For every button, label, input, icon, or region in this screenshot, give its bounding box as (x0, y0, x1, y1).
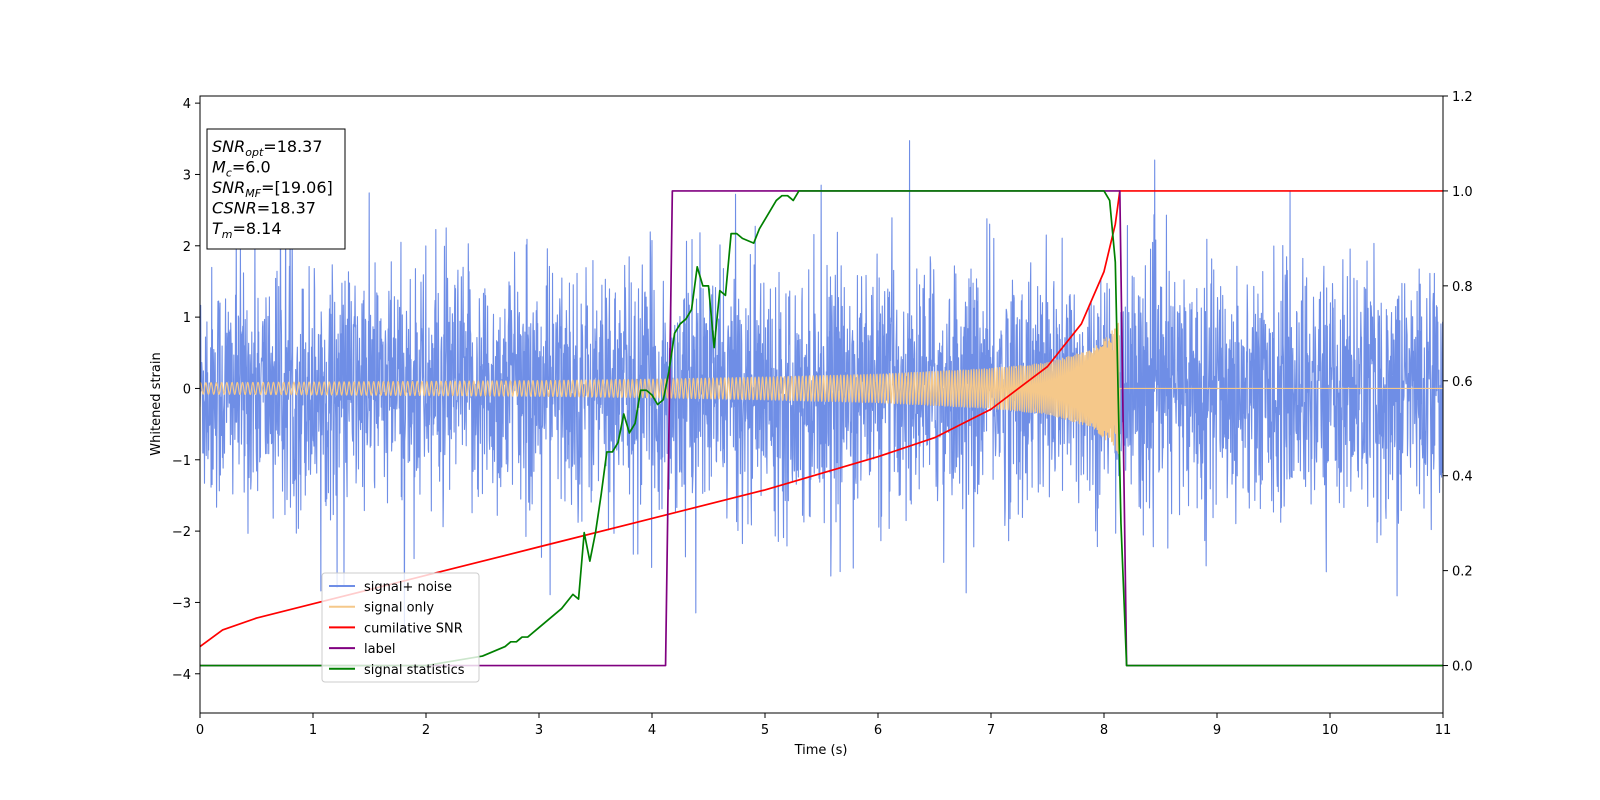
x-tick-label: 3 (535, 723, 543, 738)
legend: signal+ noise signal only cumilative SNR la… (321, 572, 480, 683)
x-tick-label: 4 (648, 723, 656, 738)
legend-frame (321, 572, 480, 683)
y2-axis-ticks: 0.0 0.2 0.4 0.6 0.8 1.0 1.2 (1443, 90, 1473, 675)
y-axis-label: Whitened strain (149, 352, 164, 455)
y-tick-label: −3 (172, 596, 191, 611)
y2-tick-label: 0.6 (1452, 375, 1473, 390)
series-line (200, 322, 1443, 456)
series-line (200, 190, 1443, 648)
y-tick-label: −1 (172, 454, 191, 469)
y-tick-label: −2 (172, 525, 191, 540)
x-tick-label: 8 (1100, 723, 1108, 738)
x-axis-ticks: 0 1 2 3 4 5 6 7 8 9 10 11 (196, 713, 1451, 738)
y2-tick-label: 0.2 (1452, 565, 1473, 580)
legend-entry: signal statistics (364, 663, 465, 678)
y-tick-label: −4 (172, 668, 191, 683)
info-box-line: SNRopt=18.37 (212, 137, 323, 159)
legend-entry: label (364, 642, 395, 657)
x-axis-label: Time (s) (794, 743, 848, 758)
x-tick-label: 2 (422, 723, 430, 738)
x-tick-label: 10 (1322, 723, 1339, 738)
y2-tick-label: 0.8 (1452, 280, 1473, 295)
legend-entry: signal only (364, 601, 434, 616)
y2-tick-label: 0.4 (1452, 470, 1473, 485)
series-line (200, 140, 1443, 633)
info-box-line: CSNR=18.37 (212, 199, 316, 218)
plot-frame (199, 95, 1444, 714)
info-box-line: SNRMF=[19.06] (212, 178, 333, 200)
y-axis-ticks: −4 −3 −2 −1 0 1 2 3 4 (172, 97, 200, 683)
y2-tick-label: 0.0 (1452, 660, 1473, 675)
y-tick-label: 2 (183, 240, 191, 255)
info-box-line: Mc=6.0 (212, 158, 271, 180)
info-box: SNRopt=18.37Mc=6.0SNRMF=[19.06]CSNR=18.3… (206, 128, 346, 250)
x-tick-label: 9 (1213, 723, 1221, 738)
legend-entry: cumilative SNR (364, 621, 463, 636)
legend-entry: signal+ noise (364, 580, 452, 595)
series-layer (200, 140, 1443, 667)
y2-tick-label: 1.0 (1452, 185, 1473, 200)
y-tick-label: 1 (183, 311, 191, 326)
series-line (200, 190, 1443, 667)
x-tick-label: 6 (874, 723, 882, 738)
info-box-line: Tm=8.14 (212, 219, 282, 241)
x-tick-label: 0 (196, 723, 204, 738)
y2-tick-label: 1.2 (1452, 90, 1473, 105)
x-tick-label: 7 (987, 723, 995, 738)
x-tick-label: 5 (761, 723, 769, 738)
x-tick-label: 1 (309, 723, 317, 738)
y-tick-label: 0 (183, 382, 191, 397)
info-box-frame (206, 128, 346, 250)
y-tick-label: 4 (183, 97, 191, 112)
y-tick-label: 3 (183, 168, 191, 183)
x-tick-label: 11 (1435, 723, 1452, 738)
